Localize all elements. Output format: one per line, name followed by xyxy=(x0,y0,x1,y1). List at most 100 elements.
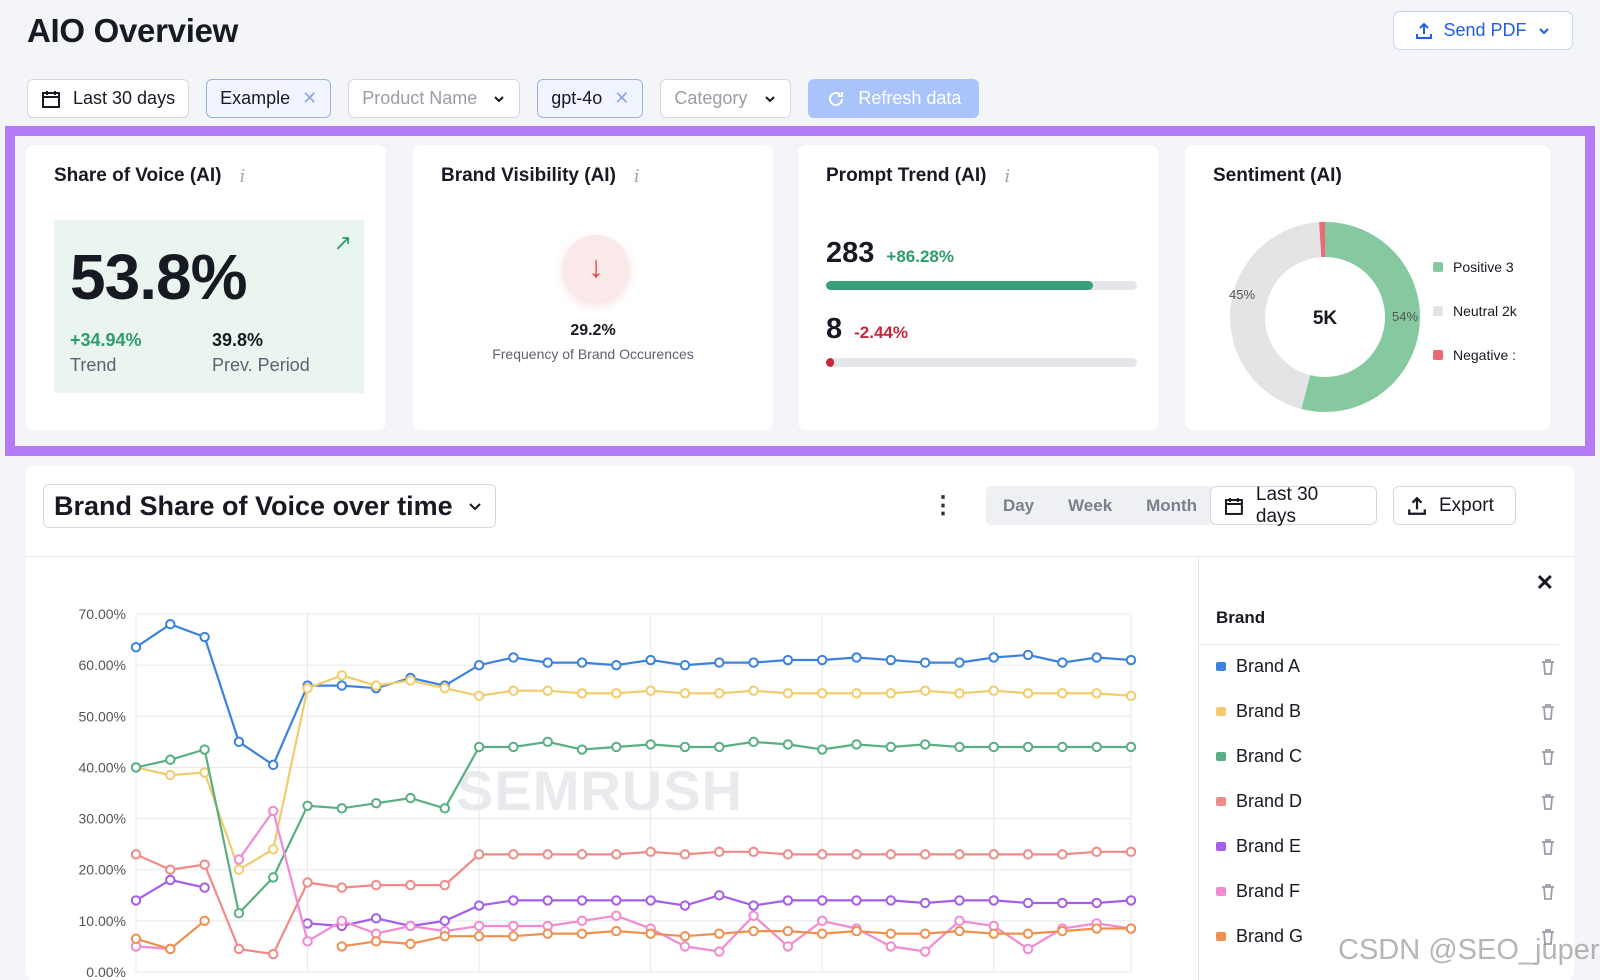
data-point[interactable] xyxy=(1057,925,1068,937)
data-point[interactable] xyxy=(919,739,931,750)
data-point[interactable] xyxy=(988,928,999,939)
data-point[interactable] xyxy=(885,895,897,906)
data-point[interactable] xyxy=(611,849,622,860)
data-point[interactable] xyxy=(1091,652,1102,663)
data-point[interactable] xyxy=(748,685,759,696)
data-point[interactable] xyxy=(370,913,382,924)
data-point[interactable] xyxy=(1125,741,1137,753)
data-point[interactable] xyxy=(130,642,142,653)
chart-date-range-picker[interactable]: Last 30 days xyxy=(1210,484,1377,527)
data-point[interactable] xyxy=(268,872,279,883)
data-point[interactable] xyxy=(199,859,210,870)
data-point[interactable] xyxy=(817,928,828,939)
data-point[interactable] xyxy=(439,803,450,814)
data-point[interactable] xyxy=(954,849,965,860)
data-point[interactable] xyxy=(851,895,862,906)
data-point[interactable] xyxy=(473,849,485,860)
data-point[interactable] xyxy=(130,849,142,860)
data-point[interactable] xyxy=(782,739,794,750)
data-point[interactable] xyxy=(988,895,999,906)
data-point[interactable] xyxy=(885,741,897,753)
trash-icon[interactable] xyxy=(1538,882,1558,902)
data-point[interactable] xyxy=(542,895,553,906)
product-name-select[interactable]: Product Name xyxy=(348,79,521,118)
data-point[interactable] xyxy=(508,895,519,906)
data-point[interactable] xyxy=(679,931,691,942)
data-point[interactable] xyxy=(1125,923,1137,934)
data-point[interactable] xyxy=(165,943,176,955)
trash-icon[interactable] xyxy=(1538,927,1558,947)
data-point[interactable] xyxy=(611,688,622,699)
data-point[interactable] xyxy=(370,680,382,691)
data-point[interactable] xyxy=(988,685,999,696)
data-point[interactable] xyxy=(268,844,279,855)
data-point[interactable] xyxy=(988,741,999,753)
data-point[interactable] xyxy=(817,915,828,927)
trash-icon[interactable] xyxy=(1538,747,1558,767)
legend-item-brand-d[interactable]: Brand D xyxy=(1216,791,1558,812)
data-point[interactable] xyxy=(370,879,382,891)
data-point[interactable] xyxy=(439,931,450,942)
data-point[interactable] xyxy=(542,849,553,860)
trash-icon[interactable] xyxy=(1538,792,1558,812)
data-point[interactable] xyxy=(817,654,828,666)
data-point[interactable] xyxy=(508,920,519,932)
data-point[interactable] xyxy=(919,928,931,939)
data-point[interactable] xyxy=(405,675,416,686)
donut-slice-negative[interactable] xyxy=(1319,222,1325,258)
data-point[interactable] xyxy=(576,849,588,860)
category-select[interactable]: Category xyxy=(660,79,792,118)
data-point[interactable] xyxy=(714,946,725,957)
data-point[interactable] xyxy=(1125,654,1137,666)
data-point[interactable] xyxy=(645,928,656,939)
data-point[interactable] xyxy=(954,925,965,937)
data-point[interactable] xyxy=(714,657,725,668)
data-point[interactable] xyxy=(302,936,313,947)
data-point[interactable] xyxy=(1057,897,1068,909)
model-filter-chip[interactable]: gpt-4o ✕ xyxy=(537,79,644,118)
data-point[interactable] xyxy=(405,920,416,932)
data-point[interactable] xyxy=(919,897,931,909)
data-point[interactable] xyxy=(679,941,691,952)
more-options-icon[interactable]: ⋮ xyxy=(931,492,955,519)
trash-icon[interactable] xyxy=(1538,837,1558,857)
data-point[interactable] xyxy=(268,948,279,960)
data-point[interactable] xyxy=(336,670,348,681)
data-point[interactable] xyxy=(645,654,656,666)
close-icon[interactable]: ✕ xyxy=(1535,570,1554,595)
data-point[interactable] xyxy=(611,895,622,906)
data-point[interactable] xyxy=(1022,649,1034,661)
data-point[interactable] xyxy=(611,910,622,921)
data-point[interactable] xyxy=(1022,943,1034,955)
info-icon[interactable]: i xyxy=(1004,165,1011,187)
data-point[interactable] xyxy=(233,736,245,748)
data-point[interactable] xyxy=(954,895,965,906)
data-point[interactable] xyxy=(1125,846,1137,858)
data-point[interactable] xyxy=(679,900,691,911)
data-point[interactable] xyxy=(405,792,416,804)
data-point[interactable] xyxy=(679,659,691,671)
data-point[interactable] xyxy=(714,890,725,901)
close-icon[interactable]: ✕ xyxy=(302,88,318,108)
data-point[interactable] xyxy=(1022,741,1034,753)
example-filter-chip[interactable]: Example ✕ xyxy=(206,79,332,118)
data-point[interactable] xyxy=(508,849,519,860)
data-point[interactable] xyxy=(714,928,725,939)
data-point[interactable] xyxy=(714,741,725,753)
data-point[interactable] xyxy=(336,803,348,814)
export-button[interactable]: Export xyxy=(1393,486,1516,525)
data-point[interactable] xyxy=(782,941,794,952)
data-point[interactable] xyxy=(576,688,588,699)
data-point[interactable] xyxy=(199,915,210,927)
data-point[interactable] xyxy=(611,741,622,753)
data-point[interactable] xyxy=(1057,849,1068,860)
info-icon[interactable]: i xyxy=(239,165,246,187)
data-point[interactable] xyxy=(576,895,588,906)
data-point[interactable] xyxy=(576,657,588,668)
data-point[interactable] xyxy=(1091,741,1102,753)
data-point[interactable] xyxy=(233,864,245,875)
data-point[interactable] xyxy=(336,882,348,893)
data-point[interactable] xyxy=(851,925,862,937)
data-point[interactable] xyxy=(336,680,348,691)
data-point[interactable] xyxy=(679,688,691,699)
